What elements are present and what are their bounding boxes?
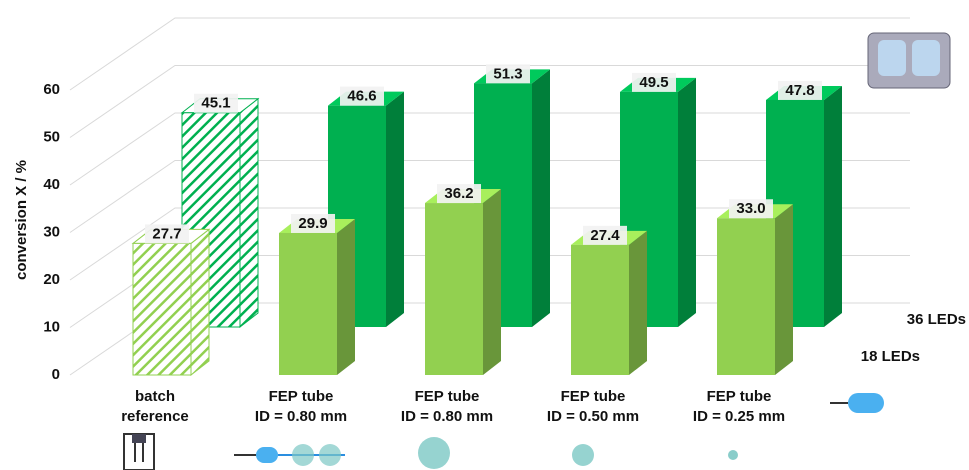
bar-side [191,229,209,375]
x-tick-label: ID = 0.80 mm [401,408,493,425]
series-label: 18 LEDs [861,348,920,365]
bar-side [532,69,550,327]
value-label: 36.2 [444,185,473,202]
y-axis-label: conversion X / % [13,160,30,280]
x-tick-label: ID = 0.50 mm [547,408,639,425]
value-label: 51.3 [493,65,522,82]
bar-side [678,78,696,327]
y-tick-label: 40 [43,176,60,193]
bar-side [629,231,647,375]
value-label: 45.1 [201,95,230,112]
bar-front [571,245,629,375]
x-tick-label: ID = 0.25 mm [693,408,785,425]
bar [717,204,793,375]
bar [425,189,501,375]
y-tick-label: 50 [43,128,60,145]
bar-side [240,99,258,327]
x-tick-label: FEP tube [269,388,334,405]
value-label: 46.6 [347,88,376,105]
y-tick-label: 0 [52,366,60,383]
x-tick-label: batch [135,388,175,405]
bar-front [717,218,775,375]
y-tick-label: 30 [43,223,60,240]
bar-side [386,92,404,327]
bar-front [133,243,191,375]
bar [279,219,355,375]
x-tick-label: FEP tube [707,388,772,405]
value-label: 47.8 [785,82,814,99]
value-label: 27.7 [152,225,181,242]
bar-side [483,189,501,375]
x-tick-label: FEP tube [561,388,626,405]
value-label: 29.9 [298,215,327,232]
y-tick-label: 20 [43,271,60,288]
x-tick-label: FEP tube [415,388,480,405]
bar-side [337,219,355,375]
x-tick-label: ID = 0.80 mm [255,408,347,425]
bar [571,231,647,375]
value-label: 27.4 [590,227,620,244]
value-label: 33.0 [736,200,765,217]
bar-side [775,204,793,375]
value-label: 49.5 [639,74,668,91]
y-tick-label: 60 [43,81,60,98]
y-tick-label: 10 [43,318,60,335]
chart: conversion X / % 45.1 46.6 51.3 49.5 47.8 27.… [0,0,969,470]
bar [133,229,209,375]
bar-front [279,233,337,375]
bar-side [824,86,842,327]
series-label: 36 LEDs [907,311,966,328]
x-tick-label: reference [121,408,189,425]
bar-front [425,203,483,375]
